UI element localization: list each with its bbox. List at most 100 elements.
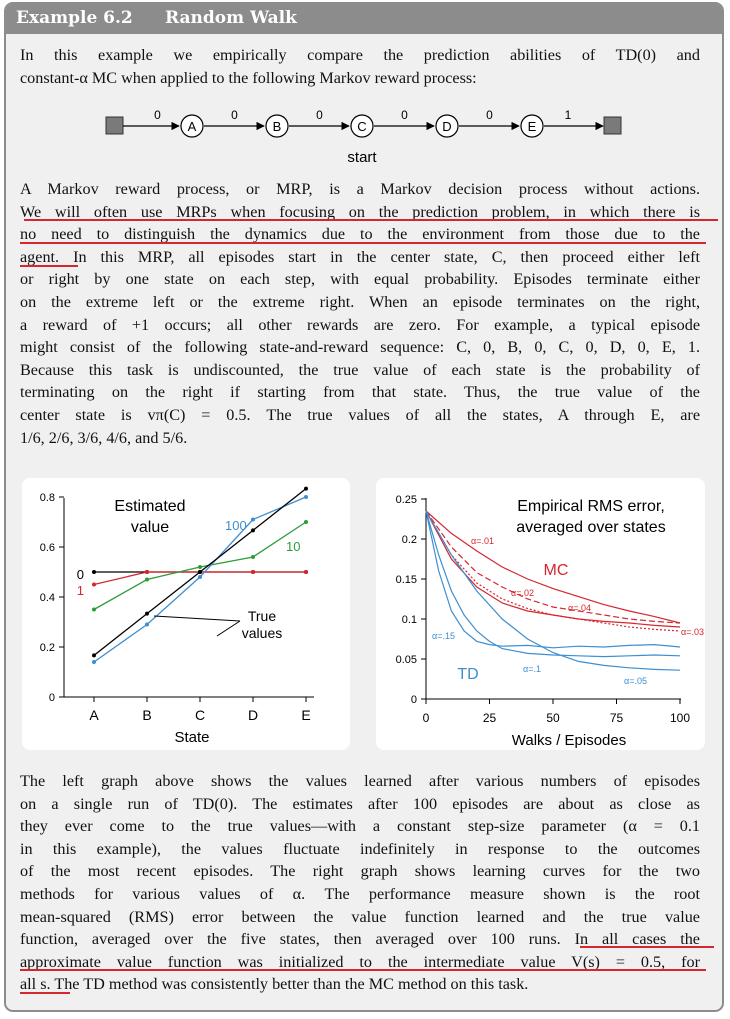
y-tick-label: 0.6	[40, 542, 55, 554]
data-point	[92, 607, 96, 612]
series-line	[425, 510, 681, 628]
paragraph-1: A Markov reward process, or MRP, is a Ma…	[20, 178, 700, 449]
y-tick-label: 0.2	[40, 642, 55, 654]
x-tick-label: E	[301, 707, 310, 723]
series-label: α=.02	[511, 588, 534, 598]
series-label: 1	[77, 583, 84, 598]
series-label: 0	[77, 567, 84, 582]
data-point	[251, 570, 255, 574]
series-line	[425, 510, 681, 649]
x-tick-label: 75	[610, 711, 624, 725]
x-tick-label: 0	[423, 711, 430, 725]
x-tick-label: D	[248, 707, 258, 723]
x-tick-label: A	[89, 707, 99, 723]
td-label: TD	[457, 666, 478, 683]
state-label: E	[528, 119, 537, 134]
series-line	[425, 510, 681, 624]
y-tick-label: 0.2	[402, 534, 417, 546]
y-tick-label: 0	[411, 694, 417, 706]
state-label: C	[357, 119, 366, 134]
series-line	[425, 510, 681, 624]
text-line: in this example), the values fluctuate i…	[20, 839, 700, 858]
annotation-line1: True	[248, 608, 276, 624]
terminal-left	[105, 116, 124, 135]
highlight-underline	[20, 242, 706, 244]
reward-label: 0	[316, 108, 323, 122]
chart-title-line2: averaged over states	[516, 519, 665, 536]
intro-line: constant-α MC when applied to the follow…	[20, 68, 477, 87]
data-point	[92, 660, 96, 664]
x-tick-label: 50	[546, 711, 560, 725]
chart-title-line1: Empirical RMS error,	[517, 498, 665, 515]
series-label: 100	[225, 518, 247, 533]
data-point	[145, 622, 149, 627]
text-line: on the extreme left or the extreme right…	[20, 292, 700, 311]
y-tick-label: 0.1	[402, 614, 417, 626]
highlight-underline	[24, 219, 718, 221]
left-chart-card: 0 0.2 0.4 0.6 0.8 A B C D E 0 1 10 100 Estimated val…	[22, 478, 350, 750]
mc-label: MC	[544, 562, 569, 579]
state-node	[435, 114, 459, 138]
text-line: methods for various values of α. The per…	[20, 884, 700, 903]
rms-error-chart: 0 0.05 0.1 0.15 0.2 0.25 0 25 50 75 100 α=.01 α=.02…	[396, 494, 704, 749]
x-tick-label: B	[142, 707, 151, 723]
text-line: terminating on the right if starting fro…	[20, 383, 700, 402]
x-tick-label: 100	[670, 711, 690, 725]
series-label: α=.15	[432, 631, 455, 641]
chart-title-line1: Estimated	[114, 498, 185, 515]
state-label: A	[188, 119, 197, 134]
reward-label: 0	[154, 108, 161, 122]
text-line: function, averaged over the five states,…	[20, 930, 700, 949]
intro-line: In this example we empirically compare t…	[20, 46, 700, 64]
data-point	[145, 577, 149, 582]
text-line: approximate value function was initializ…	[20, 952, 700, 971]
terminal-right	[603, 116, 622, 135]
series-label: α=.1	[523, 664, 541, 674]
y-tick-label: 0.25	[396, 494, 417, 506]
text-line: The left graph above shows the values le…	[20, 772, 700, 790]
y-tick-label: 0.8	[40, 492, 55, 504]
series-label: 10	[286, 539, 300, 554]
y-tick-label: 0.15	[396, 574, 417, 586]
mrp-diagram: 0 0 0 0 0 1 A B C D E start	[105, 108, 622, 166]
highlight-underline	[20, 265, 78, 267]
data-point	[251, 517, 255, 522]
reward-label: 1	[565, 108, 572, 122]
state-node	[520, 114, 544, 138]
text-line: might consist of the following state-and…	[20, 338, 700, 357]
text-line: agent. In this MRP, all episodes start i…	[20, 247, 700, 266]
text-line: no need to distinguish the dynamics due …	[20, 225, 700, 244]
reward-label: 0	[401, 108, 408, 122]
text-line: of the most recent episodes. The right g…	[20, 862, 700, 881]
data-point	[304, 520, 308, 524]
text-line: on a single run of TD(0). The estimates …	[20, 794, 700, 813]
text-line: or right by one state on each step, with…	[20, 270, 700, 289]
data-point	[145, 611, 149, 616]
start-label: start	[347, 149, 377, 166]
data-point	[304, 570, 308, 574]
data-point	[92, 570, 96, 574]
right-chart-card: 0 0.05 0.1 0.15 0.2 0.25 0 25 50 75 100 α=.01 α=.02…	[376, 478, 705, 750]
state-node	[180, 114, 204, 138]
data-point	[92, 582, 96, 587]
data-point	[198, 570, 202, 574]
data-point	[92, 653, 96, 658]
data-point	[304, 486, 308, 491]
reward-label: 0	[486, 108, 493, 122]
example-header: Example 6.2 Random Walk	[6, 4, 722, 34]
highlight-underline	[580, 946, 714, 948]
y-tick-label: 0.05	[396, 654, 417, 666]
series-line	[425, 510, 681, 658]
text-line: We will often use MRPs when focusing on …	[20, 202, 700, 221]
chart-title-line2: value	[131, 519, 169, 536]
text-line: 1/6, 2/6, 3/6, 4/6, and 5/6.	[20, 428, 188, 447]
state-node	[265, 114, 289, 138]
series-line	[425, 510, 681, 671]
highlight-underline	[20, 992, 70, 994]
y-tick-label: 0	[49, 692, 55, 704]
text-line: they ever come to the true values—with a…	[20, 817, 700, 836]
example-number: Example 6.2	[16, 8, 133, 28]
data-point	[304, 495, 308, 499]
example-title: Random Walk	[165, 8, 297, 28]
y-tick-label: 0.4	[40, 592, 55, 604]
